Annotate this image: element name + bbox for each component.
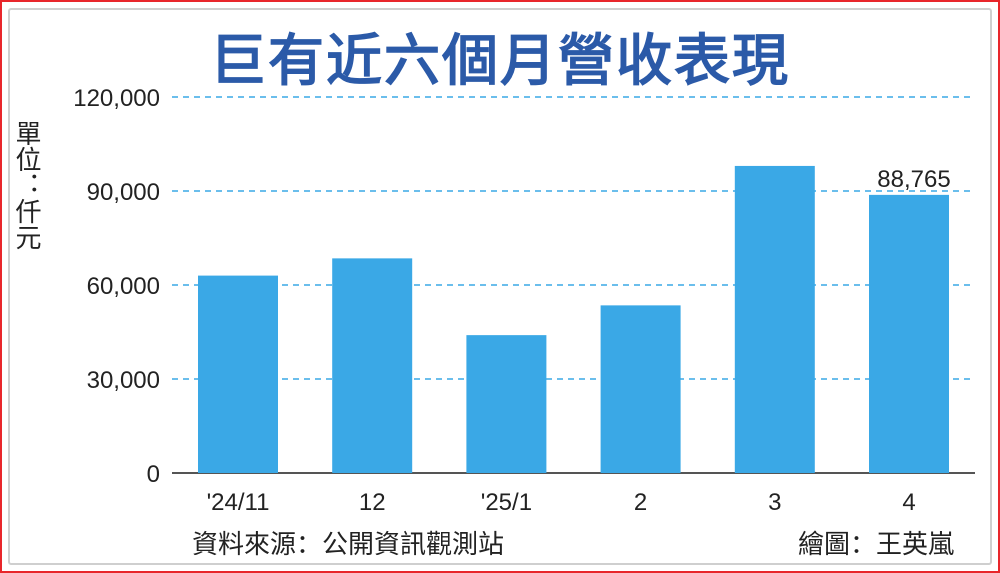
y-tick-label: 30,000 — [87, 367, 160, 394]
x-axis-ticks: '24/11 12 '25/1 2 3 4 — [207, 489, 916, 516]
bar — [734, 165, 815, 473]
bars — [198, 165, 949, 473]
x-tick-label: 2 — [634, 489, 647, 516]
y-axis-ticks: 0 30,000 60,000 90,000 120,000 — [73, 85, 160, 488]
x-tick-label: 12 — [359, 489, 386, 516]
y-tick-label: 0 — [147, 461, 160, 488]
x-tick-label: '24/11 — [207, 489, 270, 516]
bar — [198, 275, 278, 473]
credit-note: 繪圖：王英嵐 — [797, 530, 954, 560]
bar — [332, 258, 413, 473]
x-tick-label: 3 — [768, 489, 781, 516]
x-tick-label: 4 — [902, 489, 915, 516]
grid-lines — [172, 96, 975, 474]
chart-inner-border — [8, 8, 992, 565]
source-note: 資料來源：公開資訊觀測站 — [192, 530, 505, 560]
chart-title: 巨有近六個月營收表現 — [210, 29, 790, 94]
data-labels: 88,765 — [877, 166, 950, 193]
unit-label: 單位：仟元 — [11, 120, 41, 250]
y-tick-label: 60,000 — [87, 273, 160, 300]
bar — [869, 194, 949, 473]
y-tick-label: 90,000 — [87, 179, 160, 206]
bar — [600, 305, 681, 473]
data-label: 88,765 — [877, 166, 950, 193]
x-tick-label: '25/1 — [481, 489, 532, 516]
bar — [466, 335, 547, 473]
y-tick-label: 120,000 — [73, 85, 160, 112]
